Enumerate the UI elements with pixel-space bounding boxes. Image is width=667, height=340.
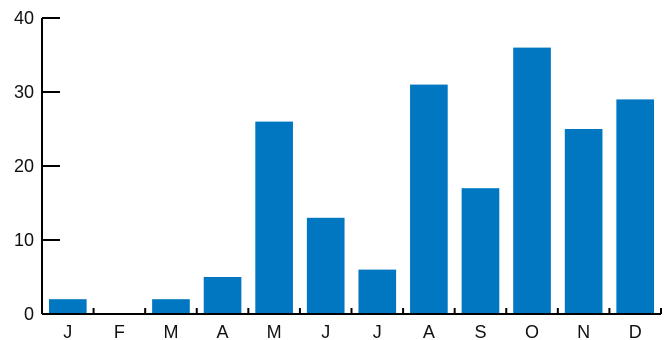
bar-10 — [513, 47, 551, 314]
x-tick-label-10: O — [525, 322, 539, 340]
bar-11 — [564, 129, 603, 314]
bar-12 — [616, 99, 655, 315]
x-tick-label-5: M — [267, 322, 282, 340]
x-tick-label-3: M — [163, 322, 178, 340]
y-tick-label-10: 10 — [14, 230, 34, 250]
bar-4 — [203, 277, 242, 314]
y-ticks-group: 0 10 20 30 40 — [14, 8, 60, 324]
x-tick-label-11: N — [577, 322, 590, 340]
x-tick-label-8: A — [423, 322, 435, 340]
x-tick-label-7: J — [373, 322, 382, 340]
x-tick-label-6: J — [321, 322, 330, 340]
x-tick-label-2: F — [114, 322, 125, 340]
x-tick-label-4: A — [217, 322, 229, 340]
x-tick-label-1: J — [63, 322, 72, 340]
y-tick-label-30: 30 — [14, 82, 34, 102]
y-tick-label-0: 0 — [24, 304, 34, 324]
bar-7 — [358, 269, 397, 314]
bar-5 — [255, 121, 293, 314]
bars-group — [48, 47, 655, 315]
bar-9 — [461, 188, 500, 314]
bar-3 — [152, 299, 190, 314]
bar-1 — [48, 299, 87, 314]
bar-6 — [306, 217, 345, 314]
bar-8 — [410, 84, 448, 314]
x-tick-label-9: S — [474, 322, 486, 340]
y-tick-label-40: 40 — [14, 8, 34, 28]
y-tick-label-20: 20 — [14, 156, 34, 176]
x-tick-label-12: D — [629, 322, 642, 340]
